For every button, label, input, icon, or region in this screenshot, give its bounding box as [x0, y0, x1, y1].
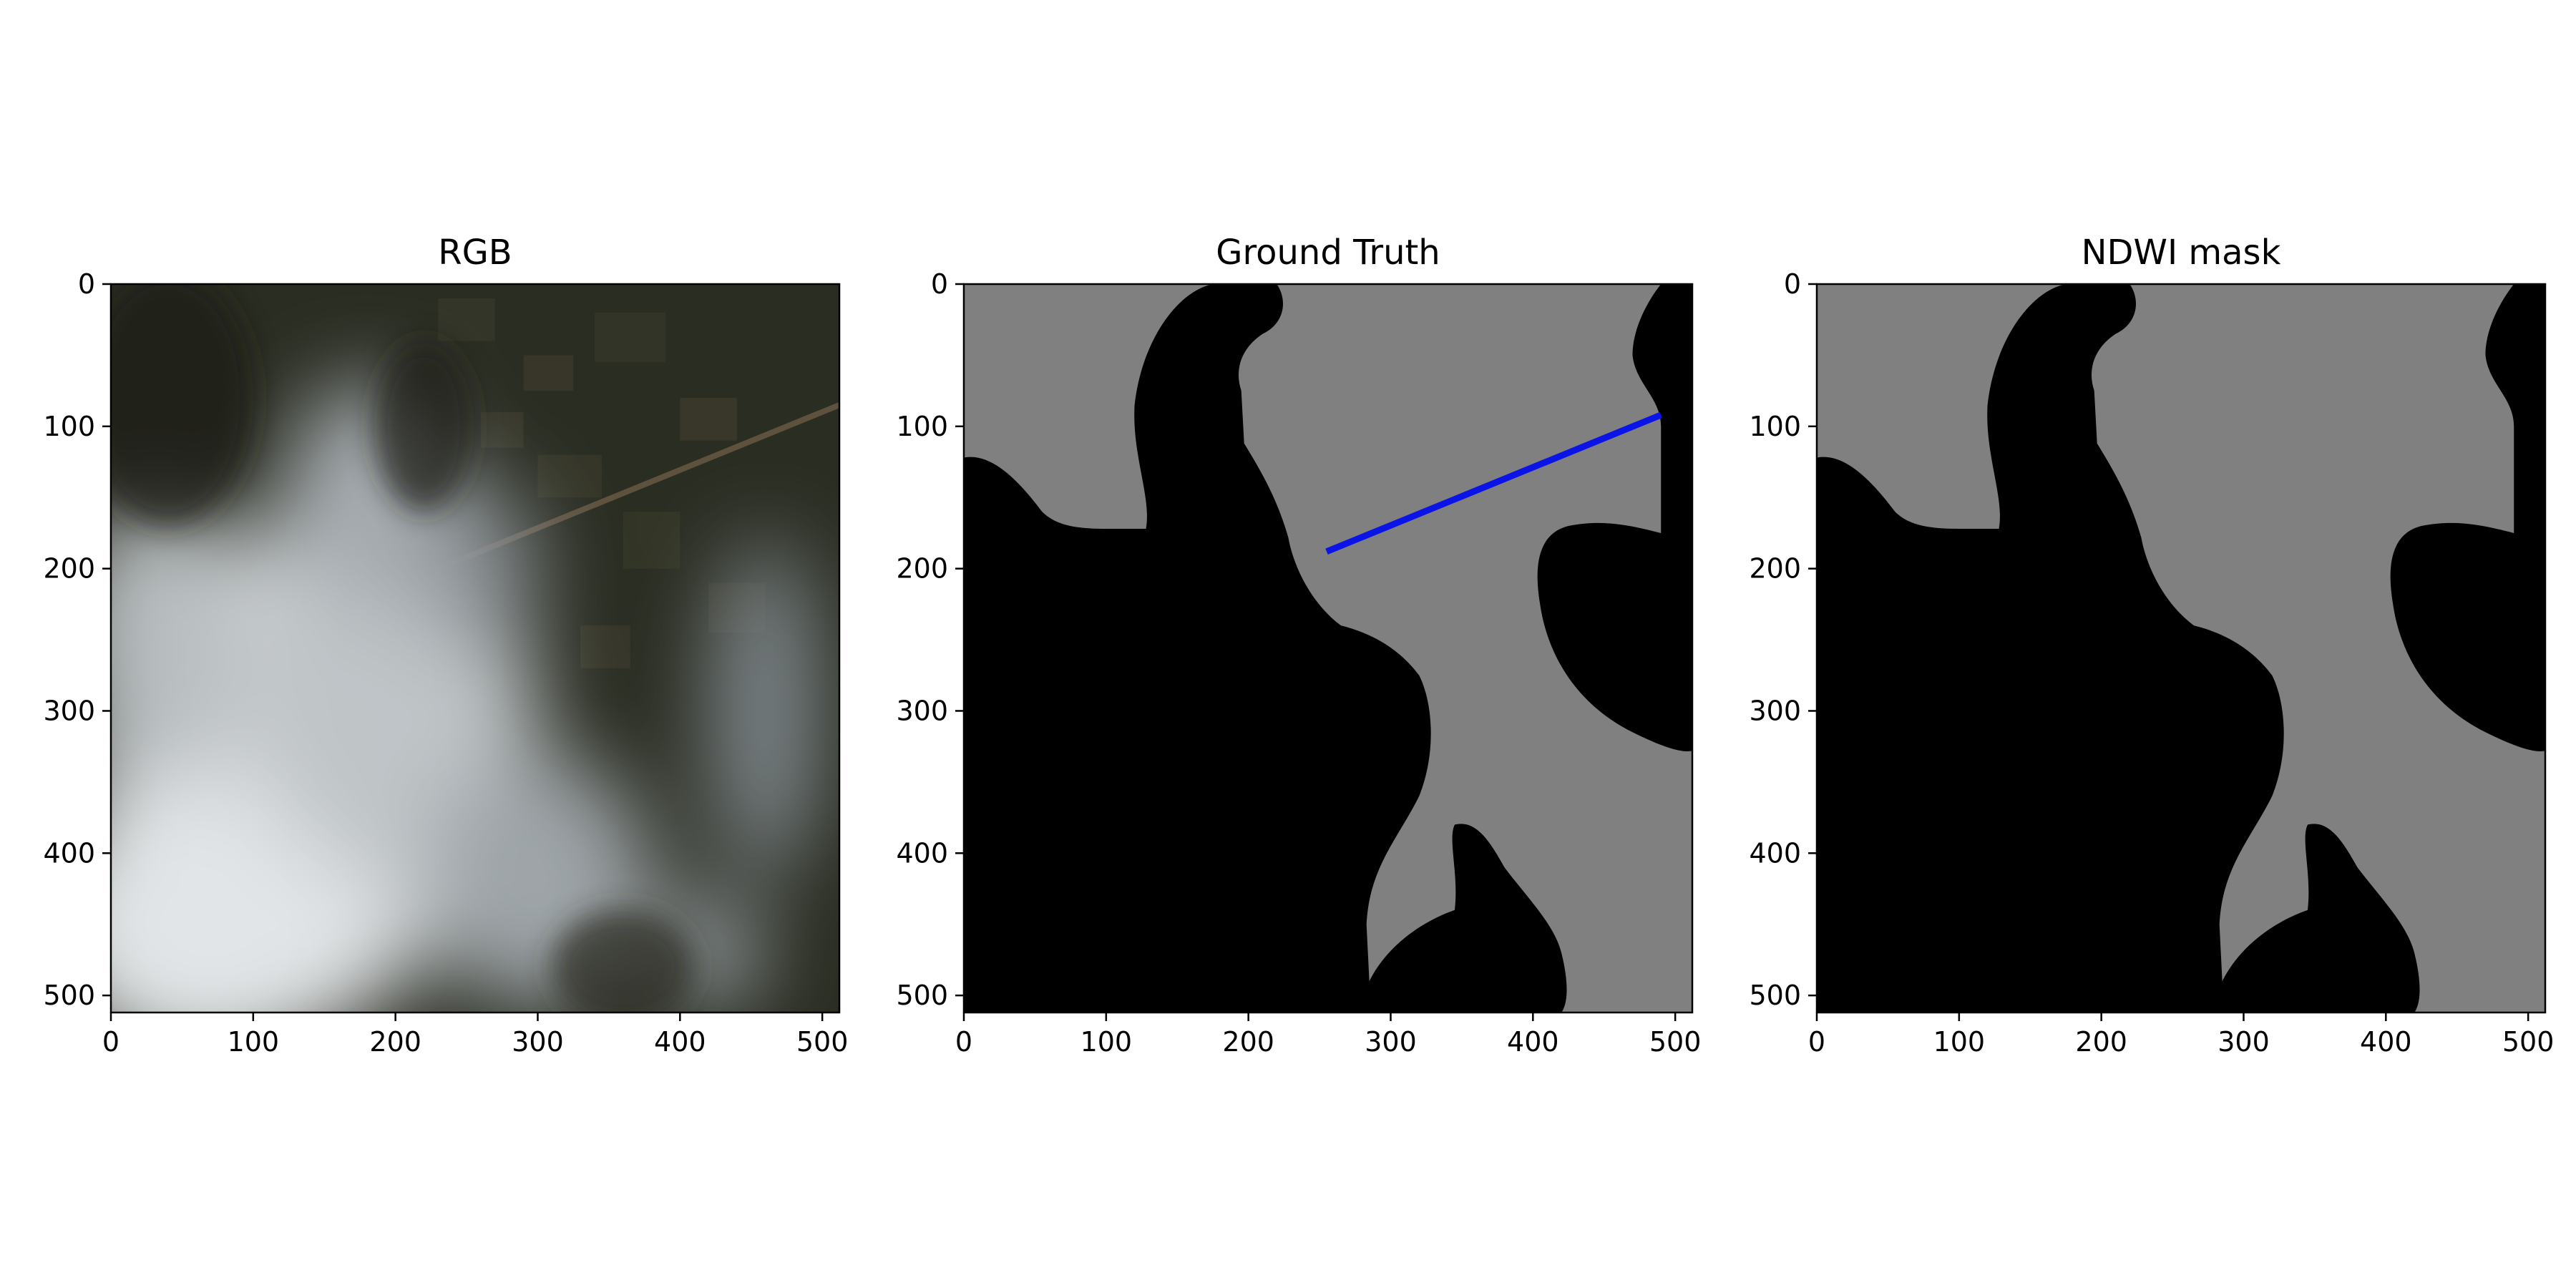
- ground-truth-ytick-label: 200: [896, 553, 948, 585]
- ground-truth-ytick-label: 100: [896, 411, 948, 442]
- ground-truth-image: [964, 284, 1692, 1013]
- rgb-ytick-label: 200: [43, 553, 95, 585]
- panel-title-ndwi-mask: NDWI mask: [2082, 233, 2281, 273]
- rgb-xtick-label: 100: [228, 1026, 280, 1058]
- ground-truth-xtick-label: 500: [1649, 1026, 1702, 1058]
- rgb-xtick-label: 500: [796, 1026, 849, 1058]
- rgb-ytick-label: 500: [43, 980, 95, 1011]
- ndwi-mask-ytick-label: 500: [1749, 980, 1801, 1011]
- rgb-ytick-label: 100: [43, 411, 95, 442]
- rgb-ytick-label: 400: [43, 837, 95, 869]
- ndwi-mask-xtick-label: 0: [1808, 1026, 1825, 1058]
- ndwi-mask-ytick-label: 300: [1749, 695, 1801, 726]
- ground-truth-ytick-label: 500: [896, 980, 948, 1011]
- rgb-xtick-label: 300: [512, 1026, 564, 1058]
- rgb-axes-frame: [109, 283, 841, 1014]
- ndwi-mask-xtick-label: 400: [2360, 1026, 2412, 1058]
- ground-truth-xtick-label: 300: [1365, 1026, 1417, 1058]
- ground-truth-xtick-label: 0: [955, 1026, 972, 1058]
- ndwi-mask-xtick-label: 300: [2218, 1026, 2270, 1058]
- ndwi-mask-ytick-label: 0: [1784, 268, 1801, 300]
- panel-title-ground-truth: Ground Truth: [1216, 233, 1440, 273]
- ndwi-mask-ytick-label: 100: [1749, 411, 1801, 442]
- rgb-ytick-label: 300: [43, 695, 95, 726]
- ndwi-mask-ytick-label: 400: [1749, 837, 1801, 869]
- rgb-image: [111, 284, 839, 1013]
- ground-truth-axes-frame: [962, 283, 1694, 1014]
- ground-truth-line: [1325, 411, 1662, 555]
- ndwi-mask-xtick-label: 200: [2075, 1026, 2127, 1058]
- ndwi-mask-xtick-label: 500: [2502, 1026, 2555, 1058]
- ndwi-mask-ytick-label: 200: [1749, 553, 1801, 585]
- ground-truth-xtick-label: 200: [1222, 1026, 1274, 1058]
- ground-truth-xtick-label: 400: [1507, 1026, 1559, 1058]
- ndwi-mask-axes-frame: [1815, 283, 2547, 1014]
- ground-truth-ytick-label: 300: [896, 695, 948, 726]
- panel-title-rgb: RGB: [438, 233, 512, 273]
- ground-truth-ytick-label: 0: [931, 268, 948, 300]
- ground-truth-xtick-label: 100: [1080, 1026, 1133, 1058]
- ground-truth-ytick-label: 400: [896, 837, 948, 869]
- rgb-xtick-label: 200: [369, 1026, 421, 1058]
- rgb-xtick-label: 400: [654, 1026, 706, 1058]
- rgb-ytick-label: 0: [78, 268, 95, 300]
- ndwi-mask-xtick-label: 100: [1933, 1026, 1986, 1058]
- rgb-xtick-label: 0: [102, 1026, 119, 1058]
- ndwi-mask-image: [1817, 284, 2545, 1013]
